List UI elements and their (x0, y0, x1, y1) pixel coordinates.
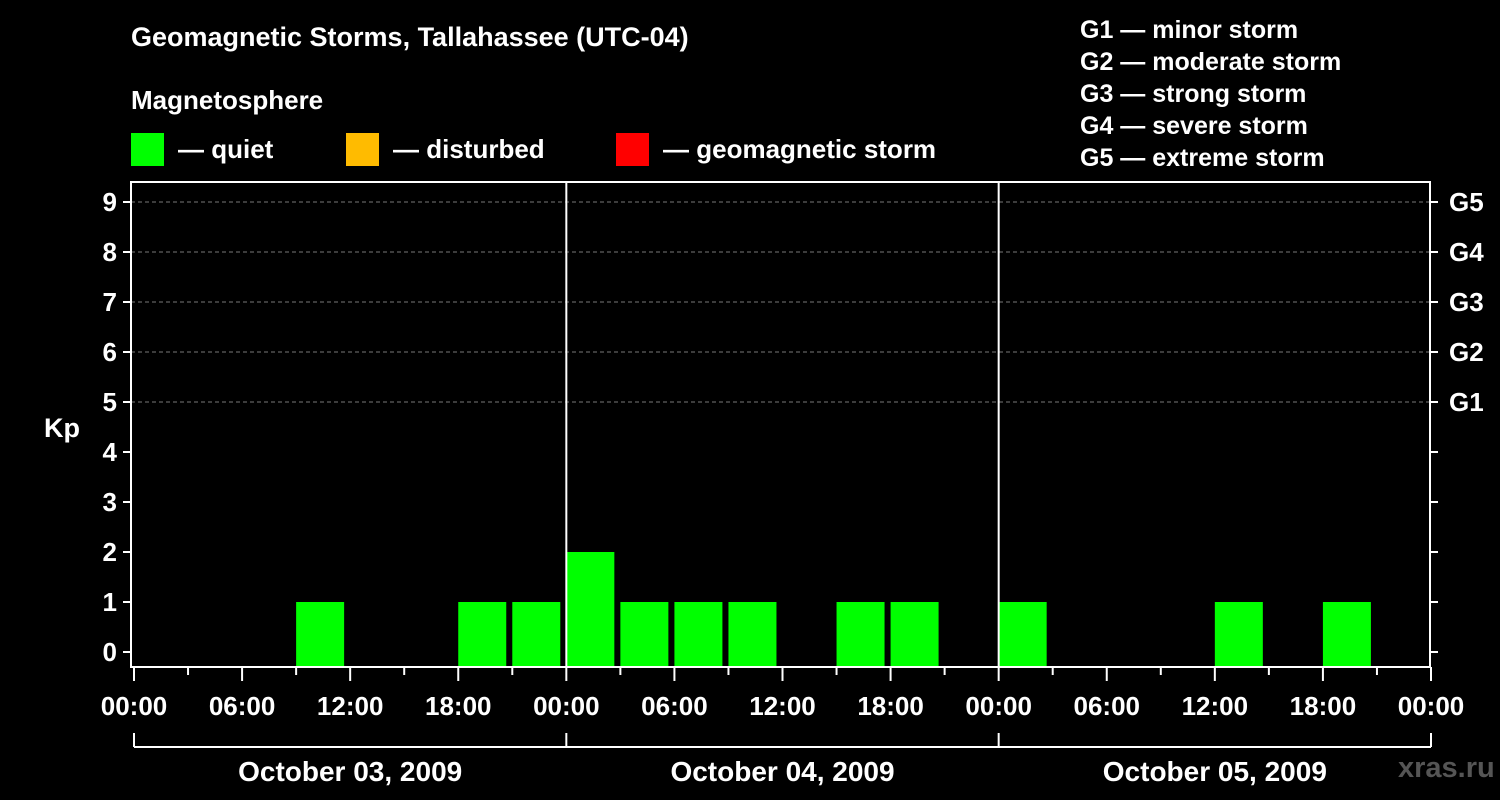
storm-level-g4: G4 — severe storm (1080, 112, 1308, 140)
legend-swatch-storm (616, 132, 649, 166)
right-axis-label: G3 (1449, 287, 1484, 317)
x-tick-label: 00:00 (965, 691, 1032, 721)
storm-level-g1: G1 — minor storm (1080, 16, 1299, 44)
storm-level-list: G1 — minor storm G2 — moderate storm G3 … (1080, 14, 1341, 174)
storm-level-g3: G3 — strong storm (1080, 80, 1307, 108)
y-tick-label: 9 (103, 187, 117, 217)
legend-swatch-quiet (131, 132, 164, 166)
kp-bar (998, 602, 1047, 666)
kp-bars (296, 552, 1371, 666)
y-tick-label: 0 (103, 637, 117, 667)
x-tick-label: 18:00 (425, 691, 492, 721)
day-label: October 04, 2009 (670, 756, 894, 787)
watermark: xras.ru (1398, 752, 1495, 784)
kp-bar (296, 602, 345, 666)
y-tick-label: 3 (103, 487, 117, 517)
storm-level-g5: G5 — extreme storm (1080, 144, 1325, 172)
x-tick-label: 06:00 (1074, 691, 1141, 721)
legend-item-disturbed: — disturbed (346, 132, 545, 166)
right-axis-label: G4 (1449, 237, 1484, 267)
x-tick-label: 18:00 (857, 691, 924, 721)
chart-subtitle: Magnetosphere (131, 85, 324, 115)
x-tick-label: 18:00 (1290, 691, 1357, 721)
grid-lines (131, 201, 1430, 403)
y-tick-label: 1 (103, 587, 117, 617)
day-labels: October 03, 2009 October 04, 2009 October … (238, 756, 1327, 787)
y-axis-label: Kp (44, 413, 80, 443)
y-tick-label: 4 (103, 437, 118, 467)
right-axis-labels: G1 G2 G3 G4 G5 (1449, 187, 1484, 417)
right-axis-label: G5 (1449, 187, 1484, 217)
y-tick-labels: 0 1 2 3 4 5 6 7 8 9 (103, 187, 118, 667)
x-tick-label: 12:00 (317, 691, 384, 721)
right-axis-label: G2 (1449, 337, 1484, 367)
x-tick-label: 06:00 (209, 691, 276, 721)
axes (123, 181, 1438, 748)
x-tick-label: 12:00 (749, 691, 816, 721)
x-tick-label: 06:00 (641, 691, 708, 721)
kp-bar (512, 602, 561, 666)
kp-bar (890, 602, 939, 666)
kp-bar (728, 602, 777, 666)
x-tick-label: 00:00 (533, 691, 600, 721)
kp-bar (458, 602, 507, 666)
y-tick-label: 2 (103, 537, 117, 567)
storm-level-g2: G2 — moderate storm (1080, 48, 1342, 76)
legend-label-quiet: — quiet (178, 133, 274, 164)
legend-swatch-disturbed (346, 132, 379, 166)
legend-item-storm: — geomagnetic storm (616, 132, 936, 166)
kp-bar (836, 602, 885, 666)
day-label: October 03, 2009 (238, 756, 462, 787)
kp-bar (1214, 602, 1263, 666)
y-tick-label: 7 (103, 287, 117, 317)
kp-bar (566, 552, 615, 666)
y-tick-label: 8 (103, 237, 117, 267)
y-tick-label: 5 (103, 387, 117, 417)
x-tick-label: 12:00 (1182, 691, 1249, 721)
right-axis-label: G1 (1449, 387, 1484, 417)
kp-bar (674, 602, 723, 666)
day-label: October 05, 2009 (1103, 756, 1327, 787)
chart-title: Geomagnetic Storms, Tallahassee (UTC-04) (131, 22, 689, 52)
legend-item-quiet: — quiet (131, 132, 273, 166)
kp-bar (620, 602, 669, 666)
legend-label-disturbed: — disturbed (393, 133, 545, 164)
x-tick-label: 00:00 (101, 691, 168, 721)
x-tick-label: 00:00 (1398, 691, 1465, 721)
plot-frame (130, 181, 1431, 668)
y-tick-label: 6 (103, 337, 117, 367)
kp-bar (1322, 602, 1371, 666)
x-tick-labels: 00:00 06:00 12:00 18:00 00:00 06:00 12:00 18:00… (101, 691, 1465, 721)
legend-label-storm: — geomagnetic storm (663, 133, 937, 164)
